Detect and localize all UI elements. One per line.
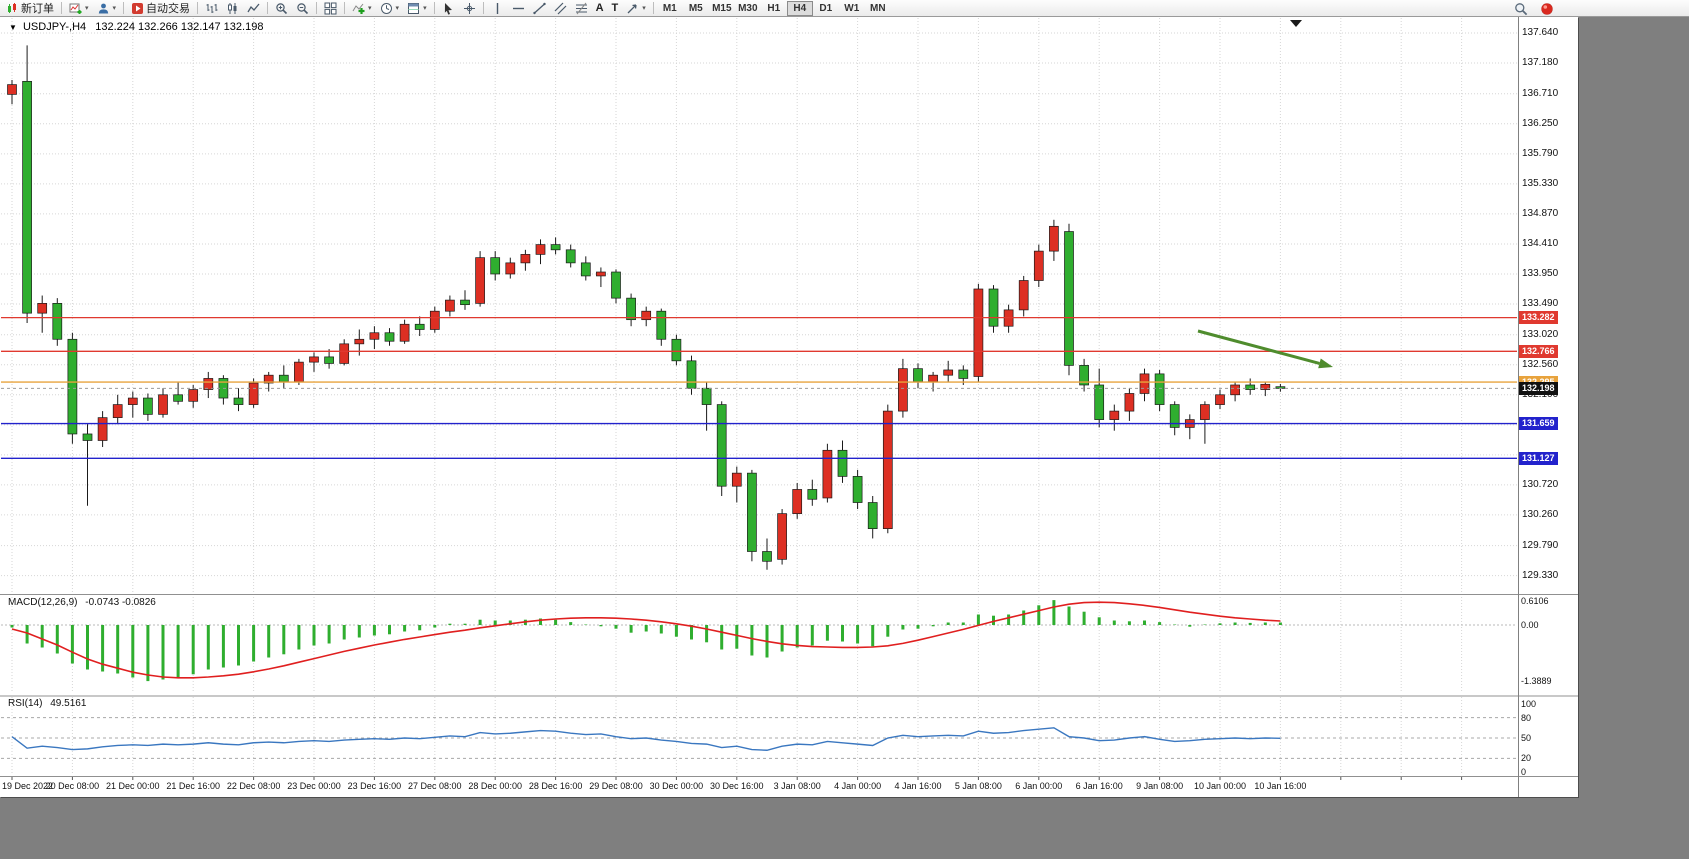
candlestick-chart-button[interactable] — [222, 1, 243, 16]
crosshair-button[interactable] — [459, 1, 480, 16]
zoom-in-icon — [276, 2, 288, 14]
toolbar-separator — [652, 2, 654, 14]
label-tool-button[interactable]: T — [608, 1, 623, 16]
toolbar-separator — [433, 2, 435, 14]
zoom-out-button[interactable] — [292, 1, 313, 16]
new-chart-button[interactable]: ▾ — [65, 1, 93, 16]
timeframe-button-m5[interactable]: M5 — [683, 1, 709, 16]
toolbar: 新订单 ▾ ▾ 自动交易 — [0, 0, 1689, 17]
timeframe-group: M1 M5 M15 M30 H1 H4 D1 W1 MN — [657, 0, 891, 16]
toolbar-separator — [197, 2, 199, 14]
timeframe-button-m30[interactable]: M30 — [735, 1, 761, 16]
dropdown-caret-icon: ▾ — [112, 5, 117, 12]
fibonacci-button[interactable] — [571, 1, 592, 16]
label-tool-icon: T — [611, 2, 619, 14]
horizontal-line-button[interactable] — [508, 1, 529, 16]
line-chart-icon — [247, 3, 260, 12]
indicators-button[interactable]: ▾ — [348, 1, 376, 16]
toolbar-separator — [123, 2, 125, 14]
new-order-button[interactable]: 新订单 — [2, 1, 58, 16]
dropdown-caret-icon: ▾ — [395, 5, 400, 12]
price-scale[interactable] — [1518, 17, 1578, 777]
dropdown-caret-icon: ▾ — [85, 5, 89, 12]
indicators-icon — [352, 3, 365, 14]
autotrading-label: 自动交易 — [146, 3, 191, 15]
bar-chart-icon — [206, 3, 218, 13]
bar-chart-button[interactable] — [201, 1, 222, 16]
tile-windows-button[interactable] — [320, 1, 341, 16]
periods-icon — [380, 2, 392, 14]
timeframe-button-w1[interactable]: W1 — [839, 1, 865, 16]
dropdown-caret-icon: ▾ — [642, 5, 646, 12]
timeframe-button-h4[interactable]: H4 — [786, 0, 813, 16]
arrows-tool-button[interactable]: ▾ — [622, 1, 650, 16]
cursor-icon — [444, 2, 452, 15]
channel-icon — [554, 2, 567, 14]
toolbar-separator — [344, 2, 346, 14]
horizontal-line-icon — [512, 7, 524, 9]
new-order-icon — [8, 2, 16, 13]
line-chart-button[interactable] — [243, 1, 264, 16]
timeframe-button-mn[interactable]: MN — [865, 1, 891, 16]
trendline-button[interactable] — [529, 1, 550, 16]
text-tool-icon: A — [595, 2, 604, 14]
channel-button[interactable] — [550, 1, 571, 16]
time-axis[interactable] — [0, 776, 1518, 796]
tile-windows-icon — [324, 2, 337, 14]
timeframe-button-m15[interactable]: M15 — [709, 1, 735, 16]
arrows-tool-icon — [627, 3, 637, 13]
autotrading-button[interactable]: 自动交易 — [127, 1, 194, 16]
toolbar-separator — [482, 2, 484, 14]
timeframe-button-h1[interactable]: H1 — [761, 1, 787, 16]
profiles-button[interactable]: ▾ — [93, 1, 121, 16]
timeframe-button-m1[interactable]: M1 — [657, 1, 683, 16]
vertical-line-icon — [496, 2, 498, 14]
templates-icon — [408, 2, 420, 14]
templates-button[interactable]: ▾ — [403, 1, 431, 16]
status-dot-button[interactable] — [1536, 1, 1558, 16]
red-dot-icon — [1541, 2, 1553, 15]
trendline-icon — [532, 2, 546, 14]
cursor-button[interactable] — [438, 1, 459, 16]
new-chart-icon — [69, 3, 82, 14]
new-order-label: 新订单 — [21, 3, 54, 15]
timeframe-button-d1[interactable]: D1 — [813, 1, 839, 16]
text-tool-button[interactable]: A — [592, 1, 608, 16]
dropdown-caret-icon: ▾ — [423, 5, 427, 12]
chart-canvas[interactable] — [1, 18, 1517, 776]
zoom-in-button[interactable] — [271, 1, 292, 16]
toolbar-separator — [267, 2, 269, 14]
toolbar-separator — [61, 2, 62, 14]
candlestick-chart-icon — [228, 2, 237, 14]
crosshair-icon — [463, 2, 475, 14]
magnifier-button[interactable] — [1510, 1, 1532, 16]
zoom-out-icon — [297, 2, 309, 14]
magnifier-icon — [1515, 2, 1528, 15]
fibonacci-icon — [575, 2, 587, 14]
autotrading-icon — [132, 2, 144, 14]
dropdown-caret-icon: ▾ — [368, 5, 372, 12]
vertical-line-button[interactable] — [487, 1, 508, 16]
periods-button[interactable]: ▾ — [376, 1, 404, 16]
toolbar-separator — [316, 2, 318, 14]
profiles-icon — [98, 3, 108, 13]
